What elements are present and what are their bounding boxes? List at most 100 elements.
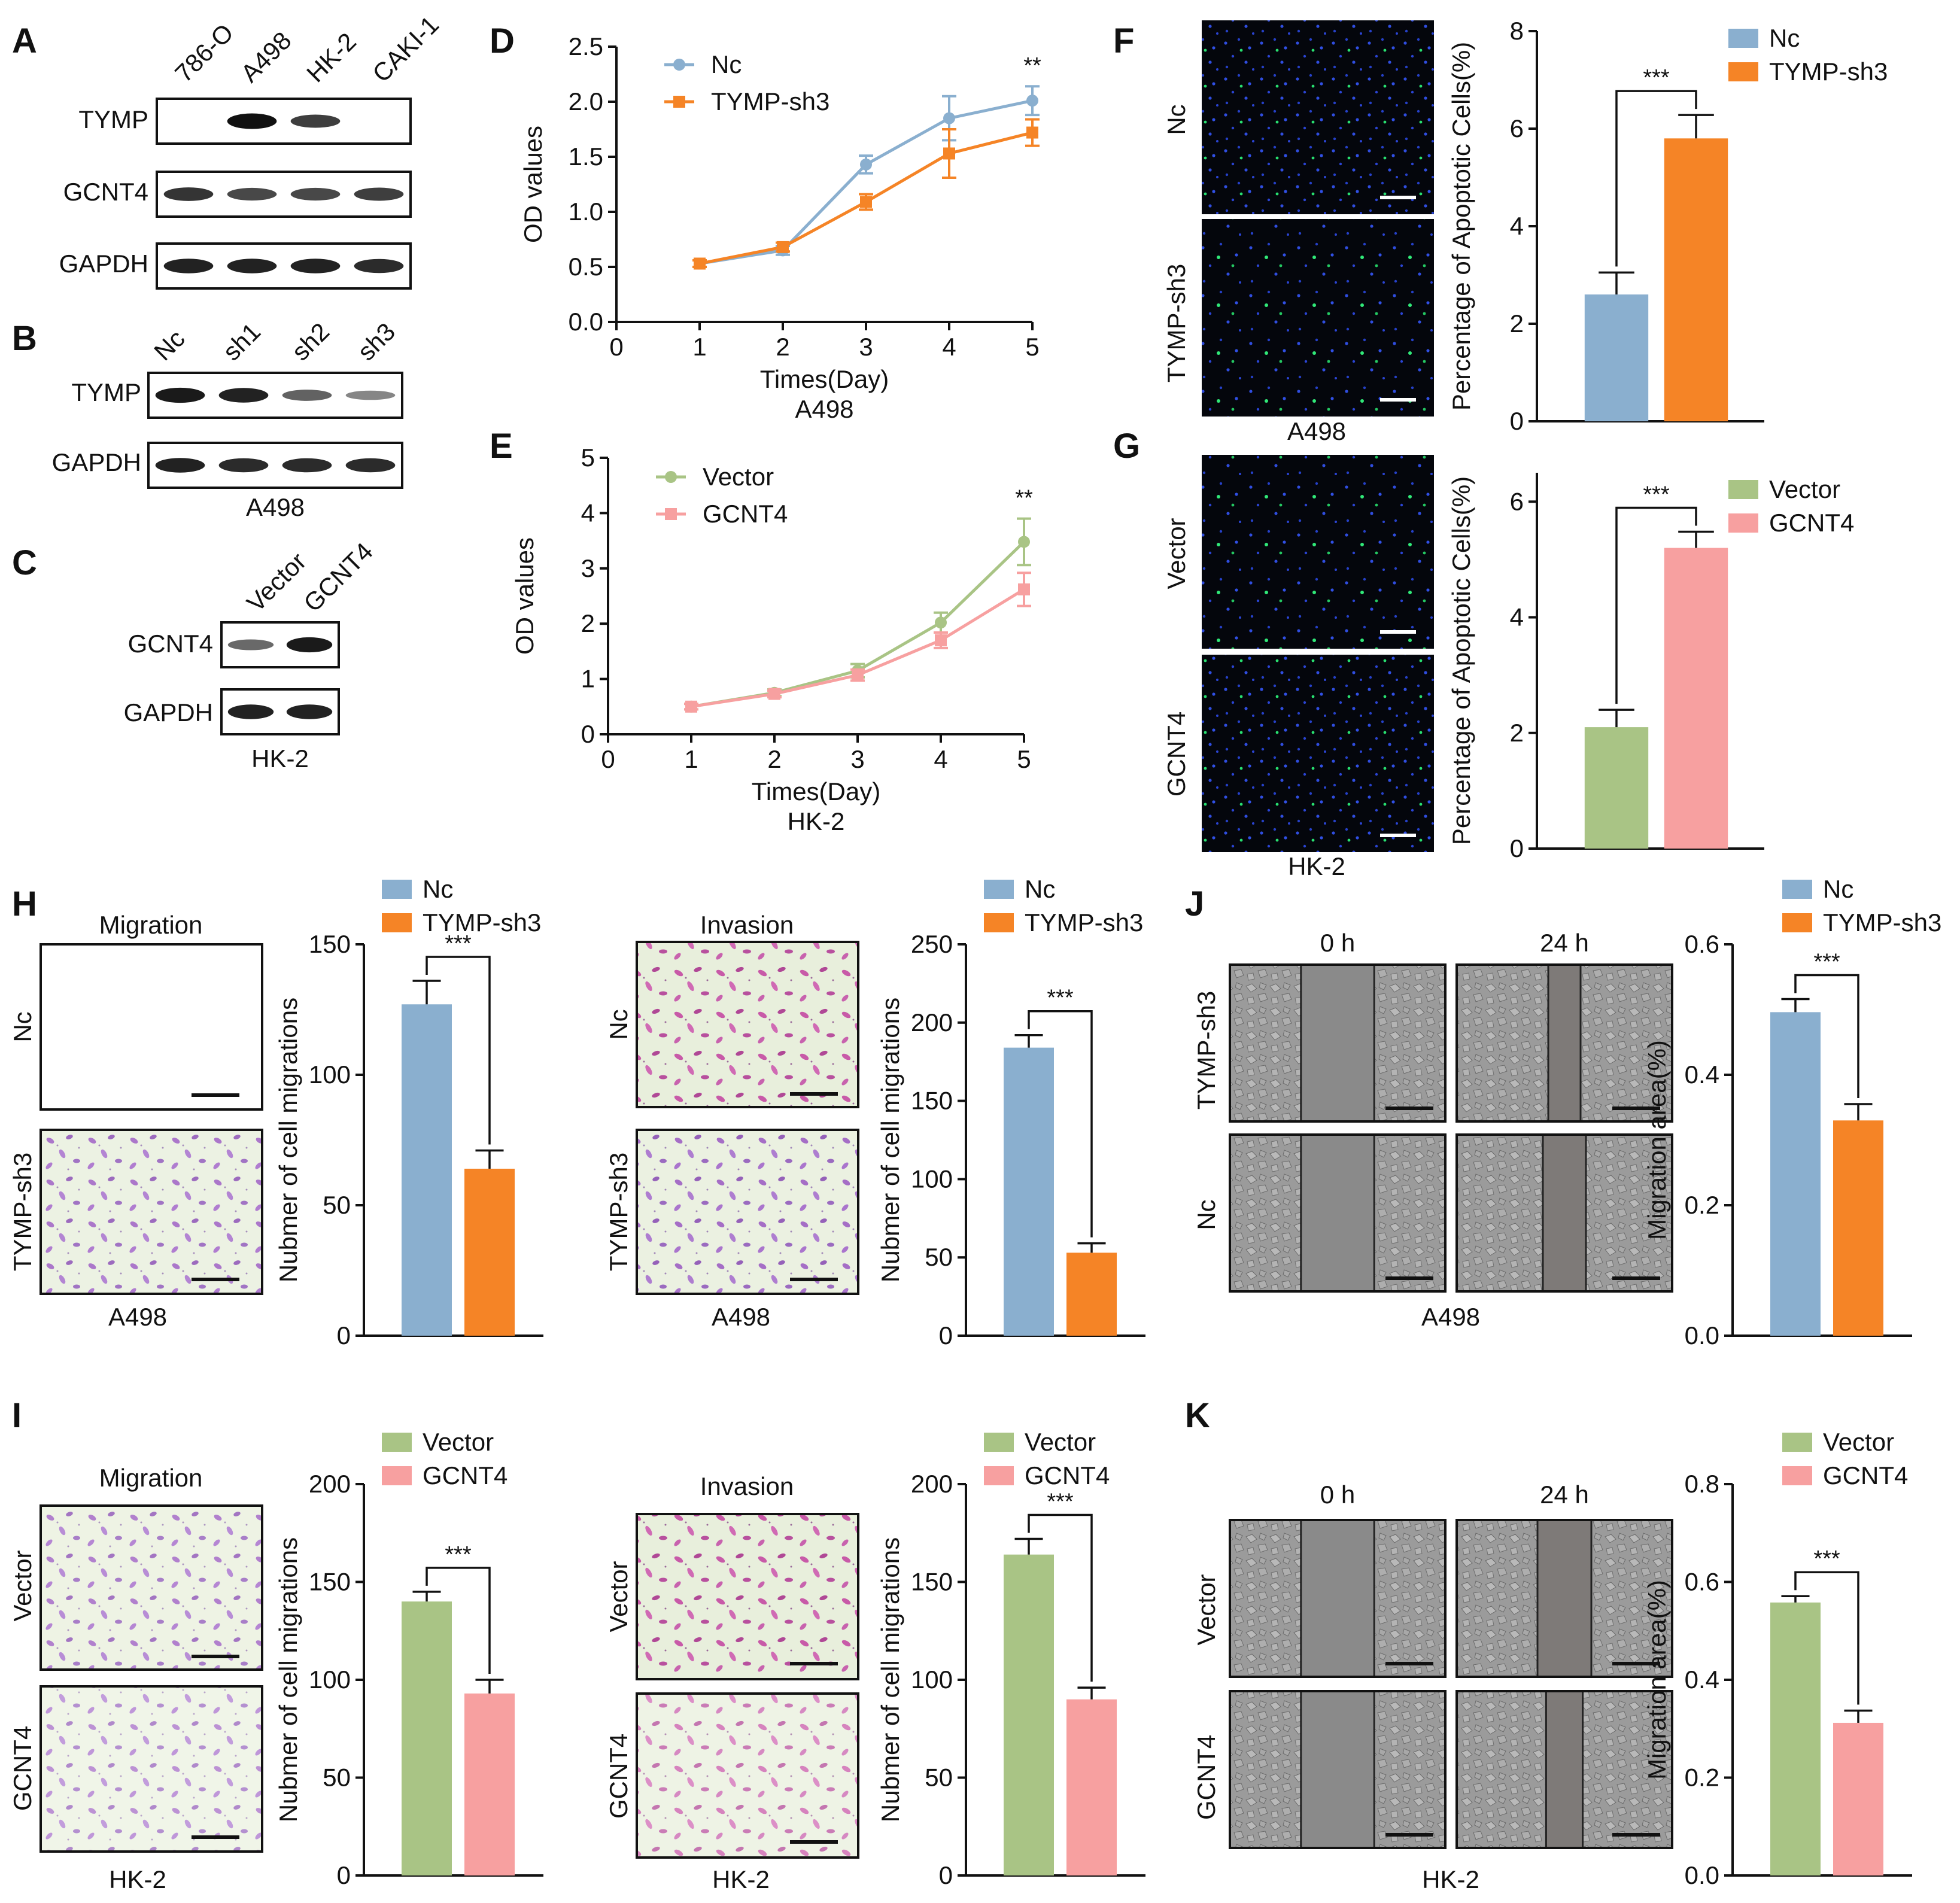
blot-band [282,390,332,401]
row-label: Nc [1192,1199,1220,1230]
row-label: Nc [8,1011,37,1042]
data-point [860,196,872,208]
y-axis-label: Migration area(%) [1643,1580,1671,1780]
image-title: Migration [99,911,203,939]
blot-band [155,458,205,473]
panel-b: B Nc sh1 sh2 sh3 TYMP GAPDH A498 [12,317,403,521]
legend-marker [665,471,677,483]
legend-label: Vector [1025,1428,1096,1456]
blot-box [156,98,412,145]
bar [1664,138,1728,422]
row-label: GCNT4 [1192,1735,1220,1820]
cell-line-label: HK-2 [712,1865,770,1893]
y-tick-label: 0 [939,1321,953,1349]
y-tick-label: 6 [1510,487,1524,515]
panel-label-e: E [490,427,513,466]
y-tick-label: 0 [581,720,595,748]
cell-line-label: HK-2 [1288,852,1345,880]
cell-line-label: HK-2 [1422,1865,1479,1893]
row-label: Vector [8,1550,37,1621]
row-label: TYMP-sh3 [1162,264,1190,382]
legend-swatch [1782,1433,1812,1452]
row-label: GCNT4 [604,1734,633,1819]
x-tick-label: 2 [767,745,781,773]
y-tick-label: 150 [309,1568,351,1596]
x-tick-label: 0 [601,745,615,773]
y-tick-label: 0.6 [1685,1568,1719,1596]
y-tick-label: 150 [911,1087,953,1115]
legend-swatch [1728,513,1758,533]
y-axis-label: Nubmer of cell migrations [876,1537,904,1822]
row-label: TYMP [78,105,148,133]
y-tick-label: 0.4 [1685,1665,1719,1694]
legend-marker [673,96,685,108]
legend-label: GCNT4 [1025,1461,1110,1489]
data-point [1018,583,1030,595]
fluorescence-image [1202,655,1434,852]
scratch-images-j [1229,963,1673,1293]
y-tick-label: 150 [911,1568,953,1596]
data-point [860,158,872,171]
scratch-gap [1300,1691,1375,1848]
panel-h: H Migration Nc TYMP-sh3 A498 Invasion Nc… [8,884,859,1331]
y-tick-label: 0 [337,1861,351,1889]
lane-label: A498 [235,26,297,88]
data-point [1026,95,1038,107]
y-tick-label: 150 [309,930,351,958]
data-point [852,669,864,682]
significance-label: ** [1015,486,1033,511]
row-label: Nc [604,1009,633,1039]
x-tick-label: 4 [942,333,956,361]
panel-label-b: B [12,319,37,358]
significance-label: *** [445,931,472,956]
y-tick-label: 2 [581,609,595,637]
y-tick-label: 8 [1510,17,1524,45]
legend-label: Vector [1769,475,1840,503]
y-tick-label: 50 [323,1764,351,1792]
significance-label: *** [1813,950,1840,975]
x-tick-label: 3 [850,745,864,773]
row-label: GCNT4 [128,630,213,658]
chart-i-migration-bar: 0 50 100 150 200 Nubmer of cell migrations ***… [274,1428,543,1889]
y-tick-label: 100 [911,1165,953,1193]
bar [1833,1120,1883,1336]
legend-swatch [984,1433,1014,1452]
legend-swatch [382,1466,412,1485]
y-tick-label: 4 [1510,212,1524,240]
scratch-gap [1300,1520,1375,1677]
legend-label: Nc [1025,875,1055,903]
legend-swatch [1782,880,1812,899]
y-tick-label: 0.8 [1685,1470,1719,1498]
significance-bracket [426,956,491,1145]
row-label: GCNT4 [1162,712,1190,797]
lane-label: Nc [148,324,190,366]
y-tick-label: 0 [1510,407,1524,435]
y-tick-label: 200 [911,1470,953,1498]
lane-labels-b: Nc sh1 sh2 sh3 [148,317,400,366]
data-point [935,616,947,629]
migration-image [41,1686,262,1852]
y-axis-label: Percentage of Apoptotic Cells(%) [1447,42,1475,411]
row-label: Vector [1162,518,1190,589]
panel-a: A 786-O A498 HK-2 CAKI-1 TYMP GCNT4 GAPD… [12,10,444,290]
y-axis-label: OD values [519,126,547,243]
bar [1664,548,1728,849]
y-tick-label: 0.4 [1685,1060,1719,1089]
bar [1066,1253,1117,1336]
lane-label: Vector [241,547,311,617]
blot-band [290,259,341,273]
significance-bracket [1794,974,1859,1099]
scratch-gap [1537,1520,1591,1677]
bands-b [155,387,396,473]
cell-line-label: A498 [712,1303,770,1331]
legend-swatch [382,913,412,932]
panel-label-a: A [12,22,37,60]
image-frame [636,1692,859,1859]
y-tick-label: 2 [1510,719,1524,747]
x-tick-label: 3 [859,333,873,361]
time-label: 24 h [1540,929,1589,957]
legend-label: TYMP-sh3 [1769,57,1888,86]
significance-label: *** [1643,65,1670,90]
scratch-gap [1300,1135,1375,1291]
data-point [943,112,955,124]
